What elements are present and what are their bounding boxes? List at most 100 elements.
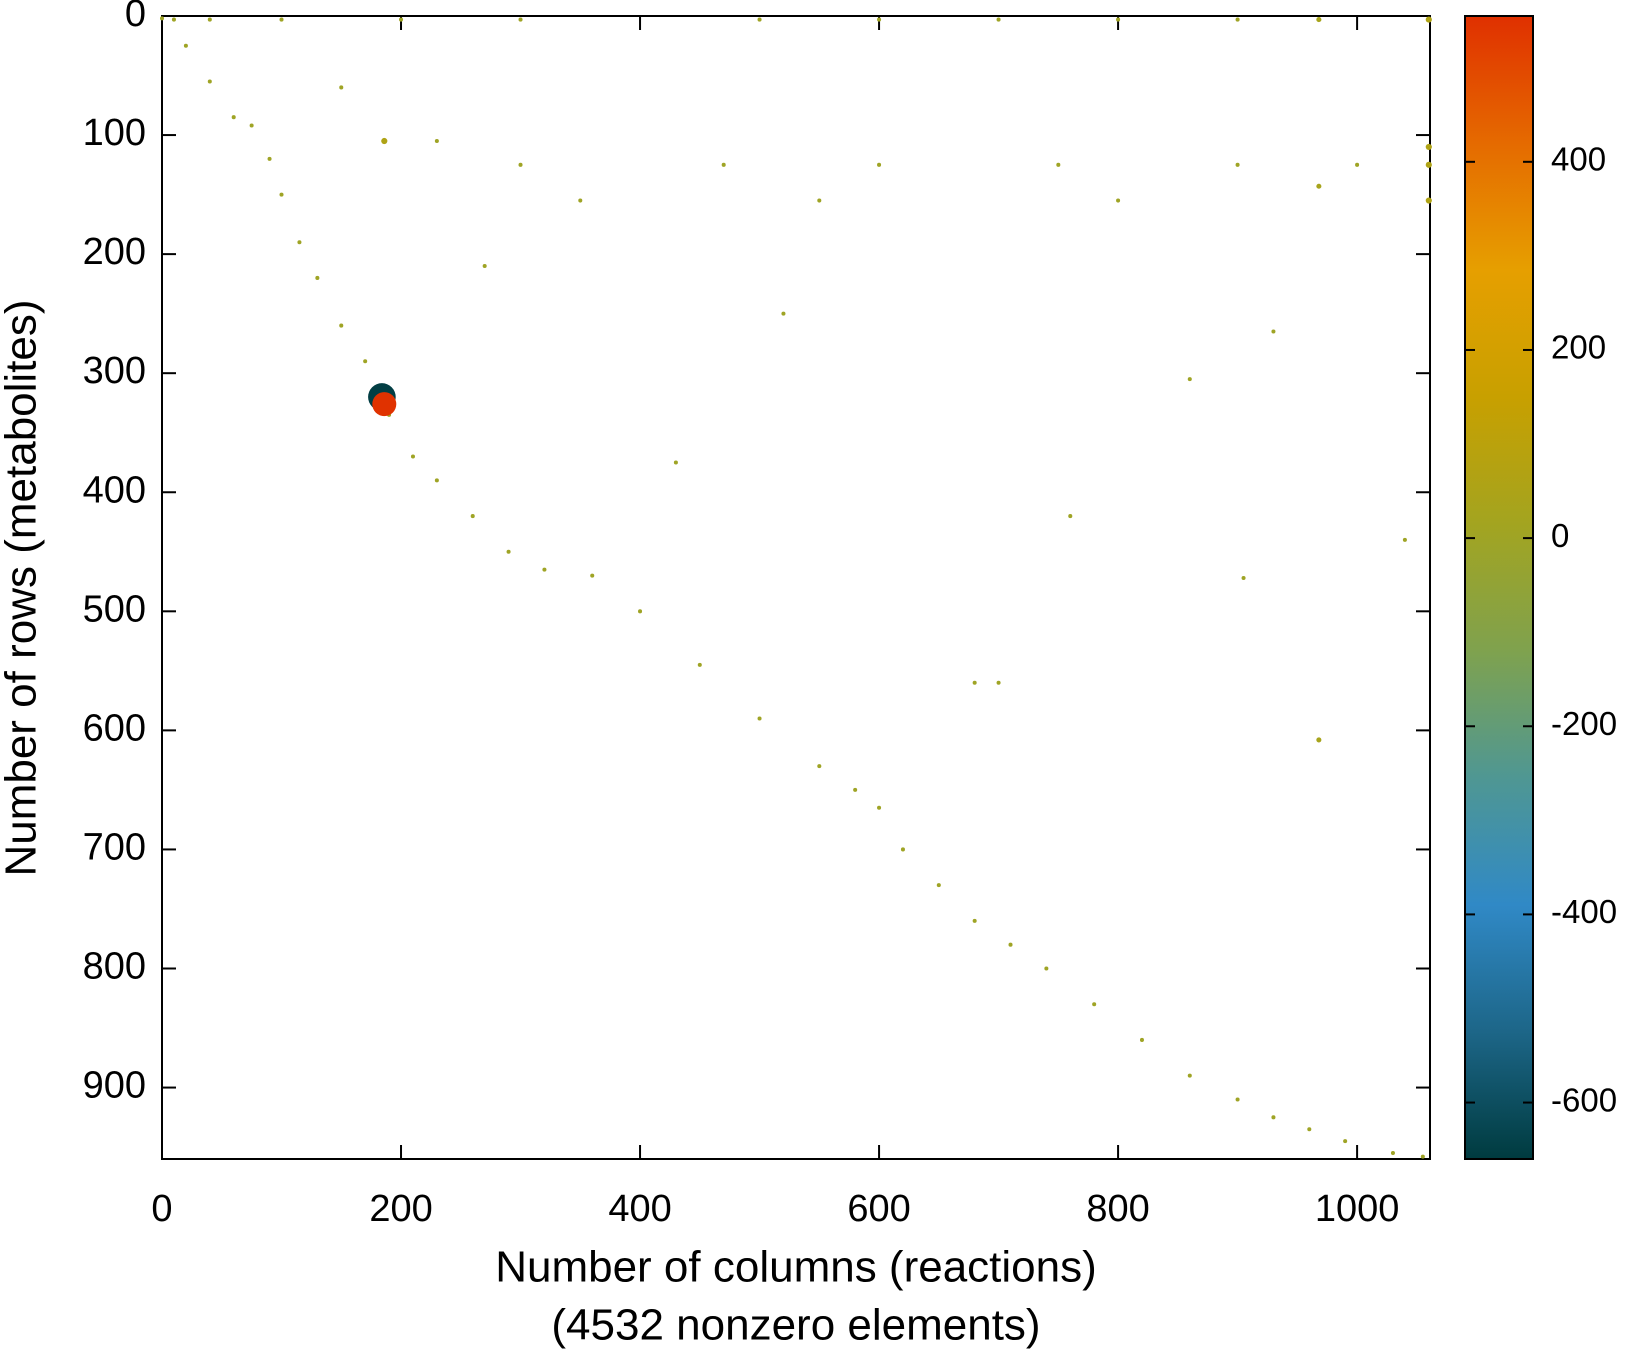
colorbar-tick-label: 400: [1551, 141, 1606, 178]
nonzero-element: [1056, 162, 1061, 167]
nonzero-element: [171, 17, 176, 22]
x-tick-label: 200: [369, 1188, 432, 1230]
y-tick-label: 800: [83, 946, 146, 988]
nonzero-element: [297, 240, 302, 245]
nonzero-element: [399, 17, 404, 22]
nonzero-element: [853, 787, 858, 792]
nonzero-element: [1307, 1127, 1312, 1132]
nonzero-element: [1139, 1037, 1144, 1042]
nonzero-element: [207, 17, 212, 22]
nonzero-element: [249, 123, 254, 128]
nonzero-element: [996, 680, 1001, 685]
nonzero-element: [207, 79, 212, 84]
y-tick-label: 600: [83, 707, 146, 749]
nonzero-element: [900, 847, 905, 852]
nonzero-element: [381, 137, 388, 145]
x-tick-label: 0: [151, 1188, 172, 1230]
nonzero-element: [1425, 161, 1432, 168]
nonzero-element: [1271, 329, 1276, 334]
y-tick-label: 500: [83, 588, 146, 630]
nonzero-element: [781, 311, 786, 316]
nonzero-element: [159, 16, 165, 21]
nonzero-element: [638, 609, 643, 614]
nonzero-element: [1187, 377, 1192, 382]
x-axis-label: Number of columns (reactions): [495, 1243, 1097, 1292]
nonzero-element: [1068, 514, 1073, 519]
nonzero-element: [1235, 162, 1240, 167]
nonzero-element: [1092, 1002, 1097, 1007]
y-tick-label: 400: [83, 469, 146, 511]
nonzero-element: [578, 198, 583, 203]
plot-frame: [161, 15, 1431, 1160]
nonzero-element: [1235, 1097, 1240, 1102]
nonzero-element: [1425, 143, 1432, 151]
nonzero-element: [482, 264, 487, 269]
nonzero-element: [1241, 575, 1246, 580]
colorbar-tick-label: -200: [1551, 705, 1617, 742]
nonzero-element: [877, 805, 882, 810]
nonzero-element: [410, 454, 415, 459]
nonzero-element: [279, 17, 284, 22]
y-tick-label: 300: [83, 350, 146, 392]
nonzero-element: [1390, 1151, 1395, 1156]
nonzero-element: [817, 198, 822, 203]
nonzero-element: [339, 323, 344, 328]
nonzero-element: [1425, 16, 1432, 23]
nonzero-element: [1116, 198, 1121, 203]
nonzero-element: [673, 460, 678, 465]
nonzero-element: [183, 43, 188, 48]
colorbar-tick-label: 200: [1551, 329, 1606, 366]
nonzero-element: [1116, 17, 1121, 22]
nonzero-element: [936, 883, 941, 888]
nonzero-element: [817, 764, 822, 769]
nonzero-element: [1425, 197, 1432, 204]
nonzero-element: [972, 918, 977, 923]
nonzero-element: [1316, 183, 1322, 189]
nonzero-element: [877, 17, 882, 22]
nonzero-element: [697, 662, 702, 667]
nonzero-element: [757, 716, 762, 721]
x-tick-label: 1000: [1315, 1188, 1400, 1230]
nonzero-element: [1008, 942, 1013, 947]
nonzero-element: [1420, 1154, 1425, 1159]
nonzero-element: [267, 156, 272, 161]
nonzero-element: [1316, 17, 1322, 23]
y-tick-label: 900: [83, 1065, 146, 1107]
x-tick-label: 600: [847, 1188, 910, 1230]
colorbar: [1464, 15, 1534, 1160]
y-axis-label: Number of rows (metabolites): [0, 299, 46, 876]
nonzero-element: [877, 162, 882, 167]
nonzero-element: [1343, 1139, 1348, 1144]
x-tick-label: 800: [1086, 1188, 1149, 1230]
nonzero-element: [1044, 966, 1049, 971]
nonzero-element: [972, 680, 977, 685]
nonzero-element: [590, 573, 595, 578]
colorbar-tick-label: -600: [1551, 1081, 1617, 1118]
y-tick-label: 0: [125, 0, 146, 35]
nonzero-element: [518, 17, 523, 22]
nonzero-element: [1271, 1115, 1276, 1120]
nonzero-element: [1402, 537, 1407, 542]
nonzero-element: [434, 478, 439, 483]
y-tick-label: 700: [83, 826, 146, 868]
colorbar-tick-label: -400: [1551, 893, 1617, 930]
nonzero-element: [506, 549, 511, 554]
colorbar-tick-label: 0: [1551, 517, 1569, 554]
y-tick-label: 100: [83, 112, 146, 154]
nonzero-element: [1316, 737, 1322, 743]
nonzero-element: [363, 359, 368, 364]
nonzero-element: [1355, 162, 1360, 167]
nonzero-element: [231, 115, 236, 120]
nonzero-element: [1187, 1073, 1192, 1078]
nonzero-element: [542, 567, 547, 572]
nonzero-element: [434, 138, 439, 144]
nonzero-element: [1235, 17, 1240, 22]
nonzero-element: [721, 162, 726, 167]
nonzero-element: [315, 275, 320, 280]
nonzero-element: [372, 392, 397, 417]
nonzero-element: [470, 514, 475, 519]
y-tick-label: 200: [83, 231, 146, 273]
nonzero-element: [996, 17, 1001, 22]
nonzero-element: [757, 17, 762, 22]
